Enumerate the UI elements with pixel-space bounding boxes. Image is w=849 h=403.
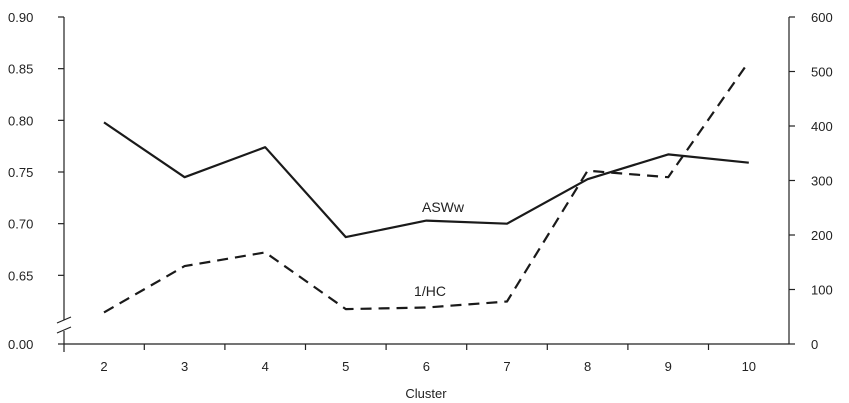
- x-tick-label: 10: [742, 359, 756, 374]
- series-line-inverse-hc: [103, 61, 750, 314]
- x-tick-label: 5: [342, 359, 349, 374]
- left-y-axis: 0.00 0.65 0.70 0.75 0.80 0.85 0.90: [8, 10, 64, 352]
- x-tick-label: 9: [665, 359, 672, 374]
- left-tick-label: 0.90: [8, 10, 33, 25]
- right-tick-label: 100: [811, 283, 833, 298]
- left-tick-label: 0.85: [8, 62, 33, 77]
- series-label: ASWw: [422, 199, 465, 215]
- axis-break-mark: [56, 326, 72, 334]
- axis-break-mark: [56, 316, 72, 324]
- series-label: 1/HC: [414, 283, 446, 299]
- axes: [56, 17, 790, 352]
- right-y-axis: 0 100 200 300 400 500 600: [789, 10, 833, 352]
- x-tick-label: 6: [423, 359, 430, 374]
- right-tick-label: 600: [811, 10, 833, 25]
- x-tick-label: 8: [584, 359, 591, 374]
- left-tick-label: 0.75: [8, 165, 33, 180]
- x-tick-label: 4: [262, 359, 269, 374]
- x-tick-label: 2: [100, 359, 107, 374]
- right-tick-label: 0: [811, 337, 818, 352]
- right-tick-label: 500: [811, 65, 833, 80]
- left-tick-label: 0.80: [8, 113, 33, 128]
- x-axis: 2 3 4 5 6 7 8 9 10: [100, 344, 756, 374]
- left-tick-label: 0.70: [8, 217, 33, 232]
- right-tick-label: 300: [811, 174, 833, 189]
- x-tick-label: 7: [503, 359, 510, 374]
- left-tick-label: 0.00: [8, 337, 33, 352]
- series-line-asww: [103, 121, 749, 239]
- x-tick-label: 3: [181, 359, 188, 374]
- right-tick-label: 400: [811, 119, 833, 134]
- right-tick-label: 200: [811, 228, 833, 243]
- series-layer: ASWw 1/HC: [103, 61, 750, 314]
- left-tick-label: 0.65: [8, 268, 33, 283]
- x-axis-label: Cluster: [405, 386, 447, 401]
